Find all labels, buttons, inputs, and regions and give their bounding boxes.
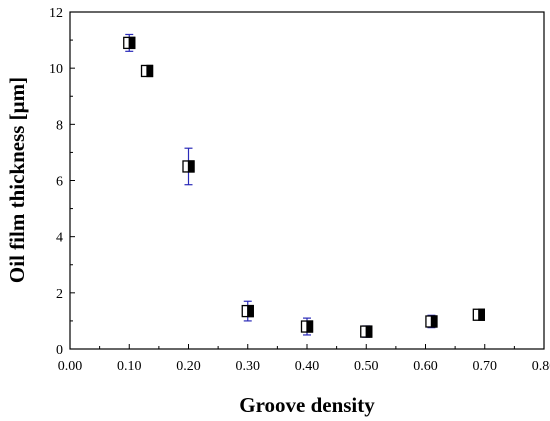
y-ticks: 0 2 4 6 8 10 12 (49, 6, 75, 358)
marker-fill (365, 325, 373, 338)
y-tick-label: 6 (56, 175, 63, 190)
x-tick-label: 0.10 (117, 359, 142, 374)
y-tick-label: 8 (56, 118, 63, 133)
plot-frame (69, 11, 545, 350)
data-point (123, 36, 136, 50)
x-tick-label: 0.60 (413, 359, 438, 374)
marker-fill (187, 160, 195, 173)
y-tick-label: 2 (56, 287, 63, 302)
data-points (123, 36, 485, 338)
marker-fill (146, 64, 154, 78)
y-tick-label: 4 (56, 231, 63, 246)
marker-fill (430, 315, 438, 328)
x-tick-label: 0.50 (354, 359, 379, 374)
data-point (182, 160, 195, 173)
axes (69, 11, 545, 350)
x-tick-label: 0.30 (236, 359, 261, 374)
marker-fill (306, 320, 314, 333)
data-point (360, 325, 373, 338)
x-tick-label: 0.70 (473, 359, 498, 374)
marker-fill (247, 304, 254, 318)
y-tick-label: 10 (49, 62, 63, 77)
data-point (300, 320, 314, 333)
x-axis-title: Groove density (239, 393, 375, 417)
error-bars (125, 33, 483, 338)
x-tick-label: 0.40 (295, 359, 320, 374)
data-point (140, 64, 154, 78)
x-tick-label: 0.00 (58, 359, 83, 374)
y-axis-title: Oil film thickness [μm] (5, 77, 29, 283)
y-tick-label: 0 (56, 343, 63, 358)
data-point (425, 315, 438, 328)
x-tick-label: 0.20 (176, 359, 201, 374)
marker-fill (128, 36, 136, 50)
x-tick-label: 0.80 (532, 359, 550, 374)
y-tick-label: 12 (49, 6, 63, 21)
data-point (472, 308, 485, 321)
x-ticks: 0.00 0.10 0.20 0.30 0.40 0.50 0.60 0.70 0.80 (58, 344, 550, 374)
data-point (241, 304, 254, 318)
marker-fill (478, 308, 485, 321)
